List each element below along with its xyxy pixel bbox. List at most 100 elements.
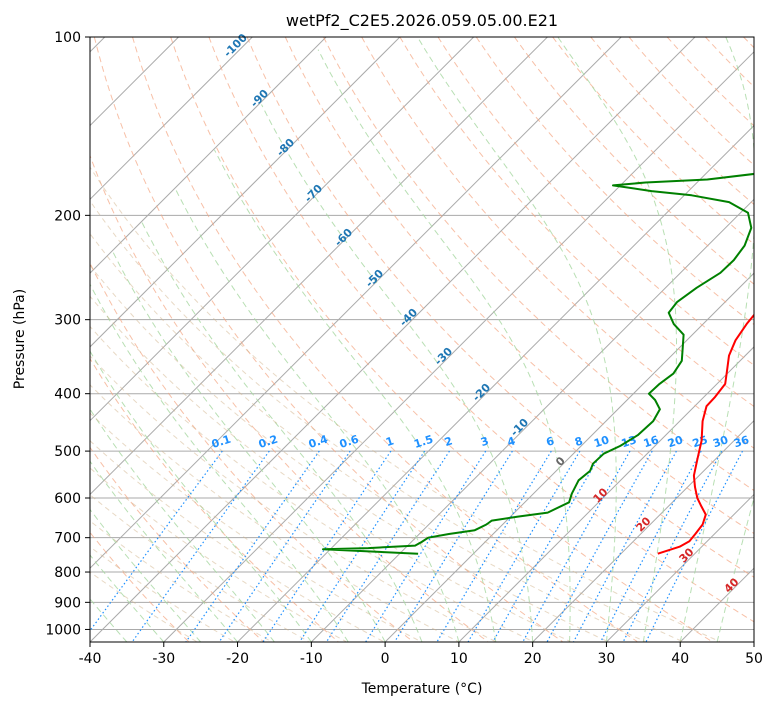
moist-adiabat-line [90, 283, 349, 642]
dry-adiabat-label: -20 [470, 381, 493, 404]
theta-e-line [90, 355, 496, 642]
moist-adiabat-line [90, 554, 165, 642]
dry-adiabat-label: -30 [432, 345, 455, 368]
dry-adiabat-label: -50 [363, 267, 386, 290]
x-tick-label: 10 [450, 651, 468, 667]
mixing-ratio-label: 16 [642, 433, 661, 450]
dry-adiabat-line [90, 154, 488, 642]
mixing-ratio-line [262, 450, 392, 642]
mixing-ratio-line [218, 450, 351, 642]
chart-title: wetPf2_C2E5.2026.059.05.00.E21 [286, 11, 558, 31]
profile-lines [322, 172, 754, 555]
isotherm-line [90, 37, 327, 274]
dry-adiabat-line [513, 37, 754, 285]
dry-adiabat-label: -100 [221, 31, 250, 60]
isotherm-line [163, 51, 754, 642]
dry-adiabat-line [284, 37, 754, 535]
dry-adiabat-line [743, 37, 754, 49]
isotherm-line [90, 37, 253, 201]
x-tick-label: 0 [381, 651, 390, 667]
dry-adiabat-line [437, 37, 754, 366]
x-tick-label: 20 [524, 651, 542, 667]
mixing-ratio-label: 0.2 [257, 433, 280, 451]
isotherm-line [532, 419, 754, 642]
mixing-ratio-label: 8 [573, 434, 584, 449]
moist-adiabat-line [679, 37, 754, 642]
moist-adiabat-line [90, 408, 275, 642]
x-tick-label: -30 [152, 651, 175, 667]
moist-adiabat-line [112, 251, 386, 642]
dry-adiabat-line [90, 446, 264, 642]
mixing-ratio-line [90, 450, 223, 632]
mixing-ratio-label: 6 [545, 434, 557, 449]
mixing-ratio-line [522, 450, 631, 642]
mixing-ratio-label: 20 [666, 433, 685, 450]
mixing-ratio-label: 3 [479, 434, 490, 449]
dewpoint-line [322, 172, 754, 555]
mixing-ratio-line [298, 450, 426, 642]
y-tick-label: 400 [54, 387, 81, 403]
dry-adiabat-label: -60 [332, 226, 355, 249]
mixing-ratio-line [185, 450, 320, 642]
background-lines [90, 37, 754, 642]
isotherm-line [606, 493, 754, 642]
y-tick-label: 900 [54, 595, 81, 611]
mixing-ratio-label: 25 [691, 433, 710, 450]
isotherm-line [90, 37, 696, 642]
moist-adiabat-line [90, 460, 238, 642]
isotherm-line [237, 124, 754, 642]
x-tick-label: 30 [598, 651, 616, 667]
moist-adiabat-line [174, 187, 460, 642]
mixing-ratio-label: 36 [732, 433, 751, 450]
moist-adiabat-label: 10 [591, 485, 611, 505]
theta-e-line [90, 232, 646, 642]
moist-adiabat-line [213, 149, 497, 642]
y-tick-label: 600 [54, 491, 81, 507]
moist-adiabat-line [417, 37, 617, 642]
dry-adiabat-line [132, 37, 638, 642]
mixing-ratio-line [599, 450, 702, 642]
temperature-line [657, 313, 754, 555]
dry-adiabat-line [90, 531, 189, 642]
isotherm-line [384, 272, 754, 642]
moist-adiabat-line [90, 508, 202, 642]
dry-adiabat-line [323, 37, 754, 492]
plot-frame [89, 36, 755, 643]
mixing-ratio-line [546, 450, 653, 642]
mixing-ratio-line [645, 450, 744, 642]
isotherm-line [90, 37, 475, 422]
moist-adiabat-line [90, 350, 312, 642]
isotherm-line [90, 37, 548, 496]
mixing-ratio-label: 1 [384, 434, 395, 449]
dry-adiabat-line [93, 37, 563, 642]
y-tick-label: 800 [54, 565, 81, 581]
dry-adiabat-line [475, 37, 754, 326]
theta-e-line [90, 264, 608, 642]
x-tick-label: 40 [671, 651, 689, 667]
x-tick-label: -40 [79, 651, 102, 667]
dry-adiabat-line [90, 357, 339, 642]
y-tick-label: 500 [54, 444, 81, 460]
mixing-ratio-line [393, 450, 513, 642]
dry-adiabat-line [90, 262, 414, 642]
dry-adiabat-label: -40 [397, 306, 420, 329]
mixing-ratio-label: 1.5 [412, 433, 435, 451]
isotherm-line [90, 37, 622, 569]
dry-adiabat-line [628, 37, 754, 166]
mixing-ratio-line [436, 450, 552, 642]
mixing-ratio-line [572, 450, 677, 642]
y-tick-label: 300 [54, 313, 81, 329]
x-tick-label: 50 [745, 651, 763, 667]
y-tick-label: 100 [54, 30, 81, 46]
moist-adiabat-label: 30 [677, 545, 697, 565]
theta-e-line [90, 384, 459, 642]
x-axis-label: Temperature (°C) [361, 681, 483, 697]
mixing-ratio-label: 0.1 [210, 433, 233, 451]
y-tick-label: 1000 [45, 622, 81, 638]
theta-e-line [90, 546, 234, 642]
theta-e-line [90, 494, 309, 642]
isotherm-line [90, 37, 401, 348]
moist-adiabat-line [753, 640, 754, 642]
isotherm-line [458, 346, 754, 642]
